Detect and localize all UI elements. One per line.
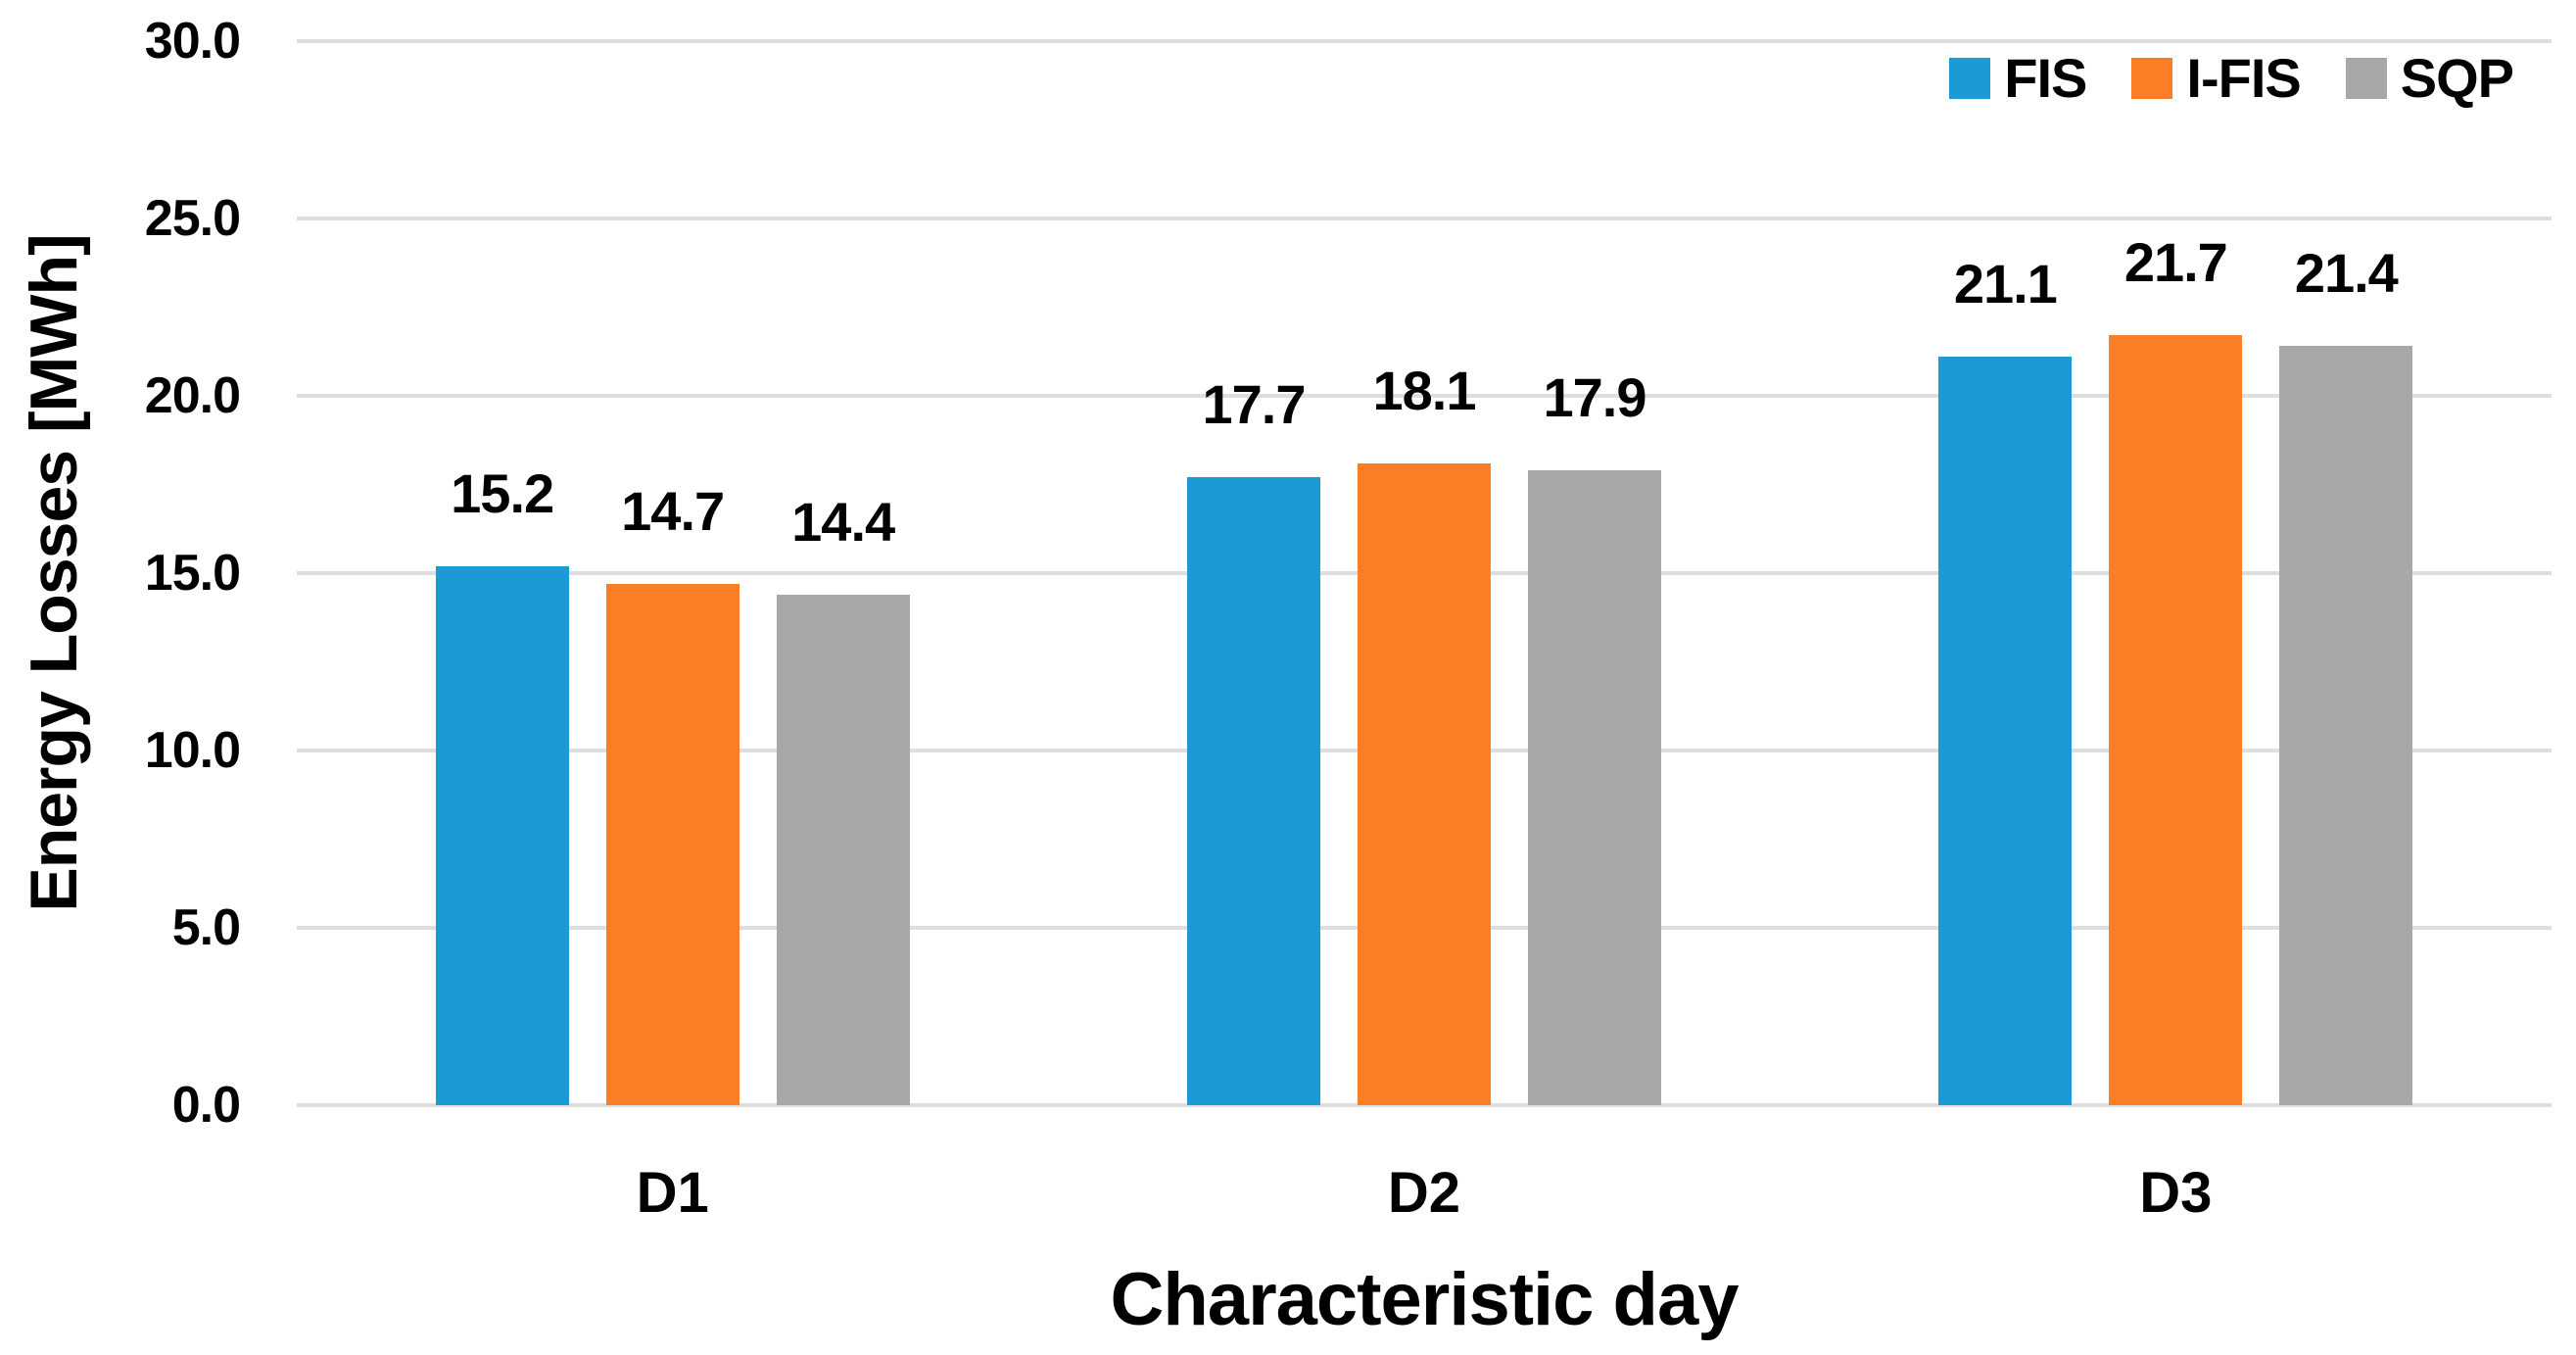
bar-value-label: 14.4 <box>791 490 895 553</box>
bar-SQP-D2 <box>1528 470 1661 1105</box>
bar-SQP-D3 <box>2279 346 2413 1105</box>
gridline <box>297 217 2552 220</box>
legend-item-I-FIS: I-FIS <box>2131 47 2302 109</box>
bar-value-label: 21.4 <box>2294 242 2399 305</box>
bar-FIS-D1 <box>435 565 569 1105</box>
x-tick-label-D3: D3 <box>2139 1161 2213 1225</box>
x-tick-label-D1: D1 <box>636 1161 709 1225</box>
y-tick-label: 25.0 <box>144 190 241 247</box>
bar-value-label: 15.2 <box>451 461 554 524</box>
legend-swatch-icon <box>2345 58 2387 99</box>
bar-FIS-D3 <box>1938 357 2073 1105</box>
bar-value-label: 17.9 <box>1543 366 1647 429</box>
y-tick-label: 15.0 <box>144 545 241 602</box>
bar-value-label: 14.7 <box>621 479 725 542</box>
legend-label: FIS <box>2004 47 2087 109</box>
legend-item-SQP: SQP <box>2345 47 2514 109</box>
bar-SQP-D1 <box>776 594 910 1105</box>
bar-value-label: 18.1 <box>1372 359 1477 421</box>
bar-value-label: 21.7 <box>2123 231 2228 294</box>
bar-value-label: 21.1 <box>1953 253 2058 315</box>
y-tick-label: 10.0 <box>144 722 241 779</box>
bar-value-label: 17.7 <box>1202 373 1307 436</box>
bar-I-FIS-D2 <box>1358 462 1491 1105</box>
legend-swatch-icon <box>1949 58 1991 99</box>
legend-label: I-FIS <box>2186 47 2301 109</box>
legend-label: SQP <box>2400 47 2514 109</box>
bar-FIS-D2 <box>1187 477 1320 1105</box>
plot-area: 15.2 14.7 14.4 17.7 18.1 17.9 21.1 21.7 21.4 <box>297 39 2552 1107</box>
y-tick-label: 30.0 <box>144 13 241 70</box>
gridline <box>297 39 2552 43</box>
x-axis-title: Characteristic day <box>1110 1258 1740 1341</box>
legend: FIS I-FIS SQP <box>1949 47 2514 109</box>
y-tick-label: 5.0 <box>171 899 241 956</box>
x-tick-label-D2: D2 <box>1387 1161 1461 1225</box>
y-tick-label: 20.0 <box>144 367 241 424</box>
legend-item-FIS: FIS <box>1949 47 2087 109</box>
gridline <box>297 1103 2552 1107</box>
bar-I-FIS-D1 <box>605 583 739 1105</box>
legend-swatch-icon <box>2131 58 2173 99</box>
y-tick-label: 0.0 <box>171 1077 241 1134</box>
gridline <box>297 394 2552 398</box>
bar-I-FIS-D3 <box>2109 335 2243 1105</box>
